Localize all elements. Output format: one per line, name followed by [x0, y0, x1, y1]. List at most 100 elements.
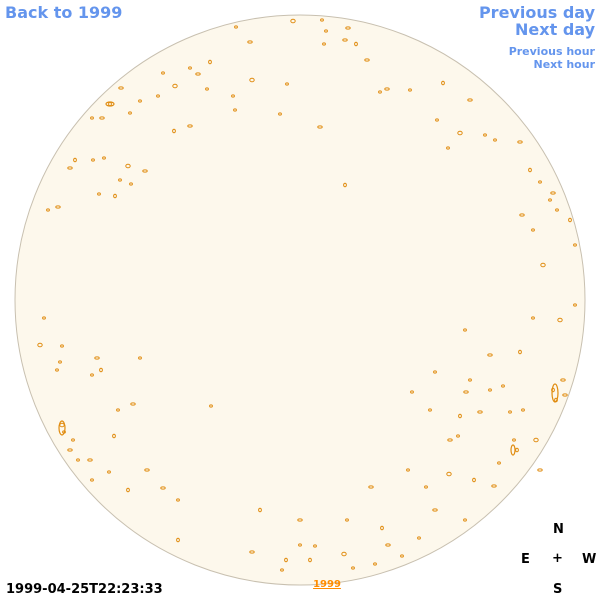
magnetic-contour [463, 518, 467, 522]
magnetic-contour [324, 29, 328, 33]
magnetic-contour [378, 90, 382, 94]
magnetic-contour [560, 378, 566, 382]
magnetic-contour [94, 356, 100, 360]
magnetic-contour [99, 116, 105, 120]
magnetic-contour [90, 478, 94, 482]
magnetic-contour [456, 434, 460, 438]
magnetic-contour [278, 112, 282, 116]
magnetic-contour [446, 146, 450, 150]
magnetic-contour [67, 166, 73, 170]
magnetic-contour [112, 433, 116, 439]
magnetic-contour [71, 438, 75, 442]
magnetic-contour [37, 342, 43, 348]
magnetic-contour [428, 408, 432, 412]
magnetic-contour [385, 543, 391, 547]
magnetic-contour [424, 485, 428, 489]
magnetic-contour [518, 349, 522, 355]
magnetic-contour [548, 198, 552, 202]
back-to-year-link[interactable]: Back to 1999 [5, 3, 123, 22]
magnetic-contour [351, 566, 355, 570]
magnetic-contour [113, 193, 117, 199]
magnetic-contour [247, 40, 253, 44]
magnetic-contour [533, 437, 539, 443]
magnetic-contour [90, 373, 94, 377]
year-link[interactable]: 1999 [313, 579, 341, 590]
magnetic-contour [176, 537, 180, 543]
next-hour-link[interactable]: Next hour [533, 58, 596, 71]
magnetic-contour [129, 182, 133, 186]
magnetic-contour [102, 156, 106, 160]
magnetic-contour [510, 444, 516, 456]
magnetic-contour [142, 169, 148, 173]
magnetic-contour [343, 182, 347, 188]
magnetic-contour [354, 41, 358, 47]
magnetic-contour [441, 80, 445, 86]
magnetic-contour [231, 94, 235, 98]
magnetic-contour [249, 77, 255, 83]
magnetic-contour [284, 557, 288, 563]
magnetic-contour [298, 543, 302, 547]
magnetic-contour [467, 98, 473, 102]
magnetic-contour [90, 116, 94, 120]
magnetic-contour [468, 378, 472, 382]
magnetic-contour [160, 486, 166, 490]
magnetic-contour [118, 86, 124, 90]
magnetic-contour [555, 208, 559, 212]
magnetic-contour [42, 316, 46, 320]
magnetic-contour [573, 303, 577, 307]
magnetic-contour [118, 178, 122, 182]
magnetic-contour [87, 458, 93, 462]
magnetic-contour [320, 18, 324, 22]
magnetic-contour [55, 205, 61, 209]
magnetic-contour [341, 551, 347, 557]
magnetic-contour [345, 518, 349, 522]
magnetic-contour [528, 167, 532, 173]
magnetic-contour [508, 410, 512, 414]
magnetic-contour [458, 413, 462, 419]
magnetic-contour [345, 26, 351, 30]
magnetic-contour [208, 59, 212, 65]
magnetic-contour [562, 393, 568, 397]
magnetic-contour [463, 328, 467, 332]
magnetic-contour [317, 125, 323, 129]
magnetic-contour [322, 42, 326, 46]
next-day-link[interactable]: Next day [515, 20, 595, 39]
magnetic-contour [138, 356, 142, 360]
magnetic-contour [234, 25, 238, 29]
magnetic-contour [491, 484, 497, 488]
magnetic-contour [308, 557, 312, 563]
magnetic-contour [280, 568, 284, 572]
magnetic-contour [91, 158, 95, 162]
magnetic-contour [551, 383, 559, 403]
magnetic-contour [172, 83, 178, 89]
magnetic-contour [521, 408, 525, 412]
previous-hour-link[interactable]: Previous hour [508, 45, 595, 58]
magnetic-contour [205, 87, 209, 91]
magnetic-contour [493, 138, 497, 142]
magnetic-contour [573, 243, 577, 247]
magnetic-contour [446, 471, 452, 477]
magnetic-contour [116, 408, 120, 412]
magnetic-contour [209, 404, 213, 408]
magnetic-contour [97, 192, 101, 196]
compass-center-icon: + [552, 551, 563, 566]
magnetic-contour [380, 525, 384, 531]
magnetic-contour [435, 118, 439, 122]
magnetic-contour [364, 58, 370, 62]
magnetic-contour [46, 208, 50, 212]
magnetic-contour [557, 317, 563, 323]
magnetic-contour [408, 88, 412, 92]
magnetic-contour [497, 461, 501, 465]
magnetic-contour [130, 402, 136, 406]
magnetic-contour [483, 133, 487, 137]
magnetic-contour [540, 262, 546, 268]
magnetic-contour [487, 353, 493, 357]
magnetic-contour [517, 140, 523, 144]
compass-south-label: S [553, 582, 563, 597]
magnetic-contour [126, 487, 130, 493]
magnetic-contour [433, 370, 437, 374]
magnetic-contour [176, 498, 180, 502]
magnetic-contour [290, 18, 296, 24]
magnetic-contour [249, 550, 255, 554]
previous-day-link[interactable]: Previous day [478, 3, 595, 22]
